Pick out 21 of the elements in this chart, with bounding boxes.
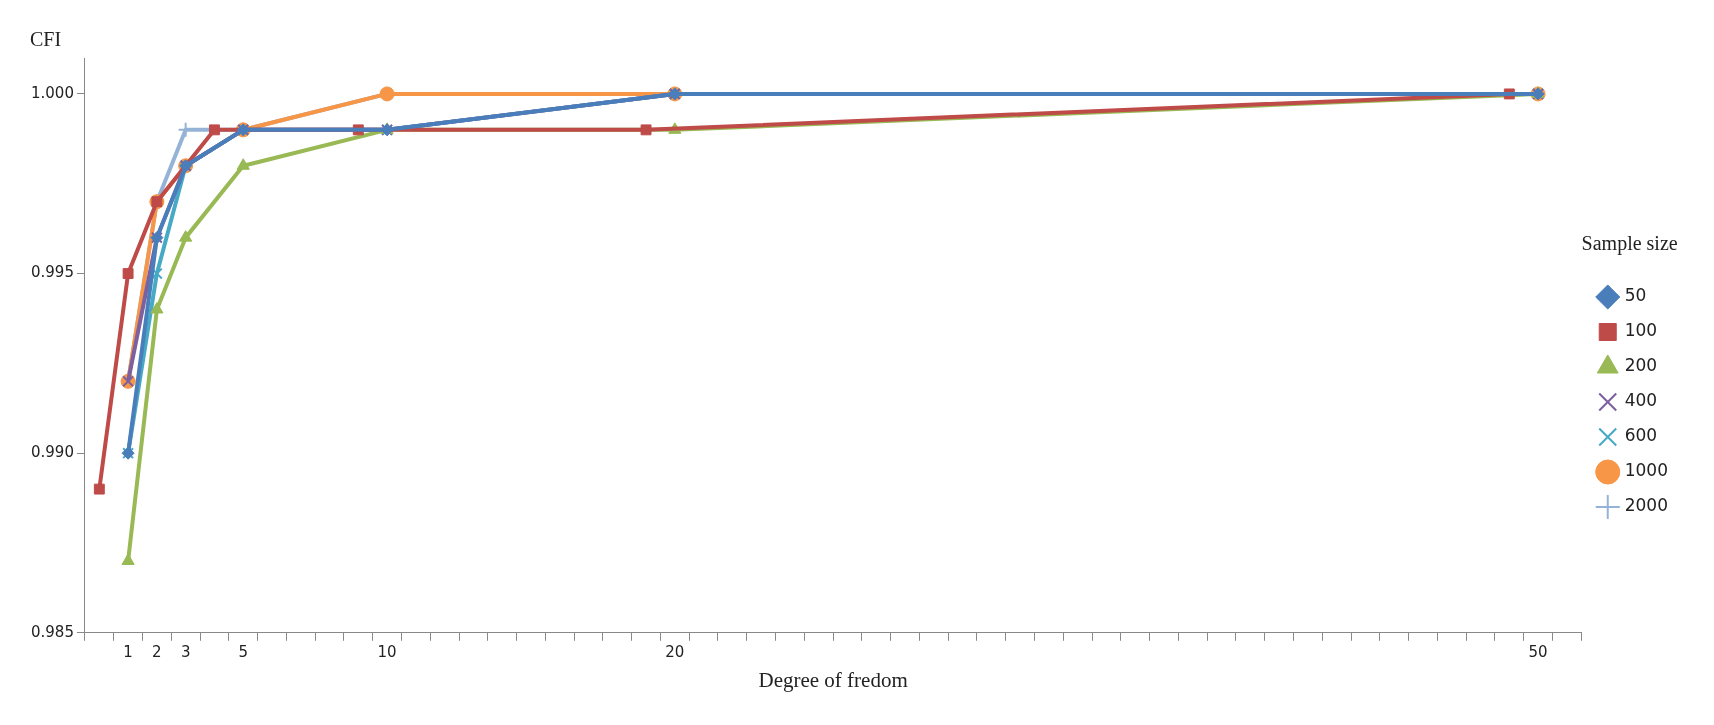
- y-tick-label: 0.990: [30, 443, 74, 462]
- y-tick-label: 1.000: [30, 83, 74, 102]
- x-tick-label: 5: [238, 642, 248, 661]
- x-axis-title: Degree of fredom: [758, 667, 908, 692]
- x-tick-label: 2: [152, 642, 162, 661]
- legend-label: 400: [1624, 390, 1658, 411]
- legend-label: 50: [1624, 285, 1647, 306]
- legend-label: 100: [1624, 320, 1658, 341]
- legend-title: Sample size: [1581, 231, 1678, 255]
- x-tick-label: 20: [665, 642, 685, 661]
- legend-label: 600: [1624, 425, 1658, 446]
- legend-label: 200: [1624, 355, 1658, 376]
- y-axis-title: CFI: [30, 28, 62, 50]
- x-tick-label: 3: [180, 642, 191, 661]
- legend-label: 1000: [1624, 460, 1668, 481]
- y-tick-label: 0.995: [30, 263, 74, 282]
- x-tick-label: 50: [1528, 642, 1548, 661]
- legend-label: 2000: [1624, 495, 1668, 516]
- x-tick-label: 10: [377, 642, 397, 661]
- x-tick-label: 1: [123, 642, 133, 661]
- y-tick-label: 0.985: [30, 622, 74, 641]
